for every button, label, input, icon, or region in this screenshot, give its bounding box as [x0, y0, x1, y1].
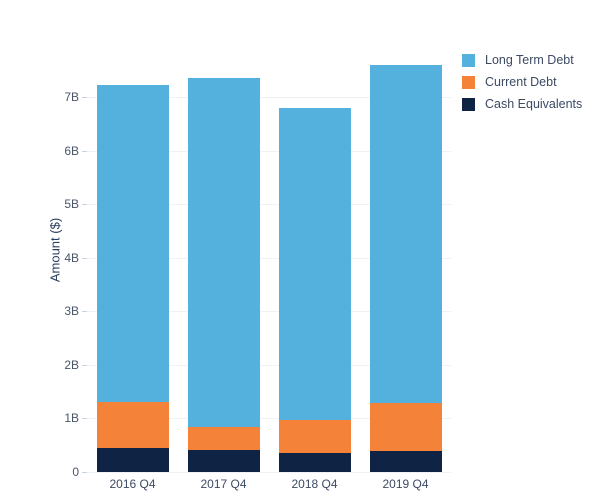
- chart-legend[interactable]: Long Term Debt Current Debt Cash Equivalen…: [462, 50, 598, 116]
- y-axis-tick-mark: [82, 311, 87, 313]
- y-axis-tick-mark: [82, 257, 87, 259]
- bar-segment-cash-equivalents[interactable]: [278, 452, 351, 472]
- gridline: [87, 150, 451, 152]
- bar-segment-current-debt[interactable]: [369, 403, 442, 451]
- chart-title: [0, 0, 450, 2]
- gridline: [87, 364, 451, 366]
- legend-item-label: Current Debt: [485, 75, 557, 89]
- x-axis-tick-label: 2016 Q4: [109, 477, 156, 491]
- y-axis-tick-label: 5B: [64, 197, 79, 212]
- legend-swatch-icon: [462, 53, 475, 67]
- y-axis-tick-label: 3B: [64, 304, 79, 319]
- x-axis-tick-label: 2018 Q4: [291, 477, 338, 491]
- bar-segment-long-term-debt[interactable]: [96, 85, 169, 403]
- bar-segment-current-debt[interactable]: [187, 426, 260, 450]
- gridline: [87, 418, 451, 420]
- bar-segment-current-debt[interactable]: [278, 419, 351, 453]
- y-axis-title: Amount ($): [47, 217, 63, 283]
- bar-group[interactable]: [96, 60, 169, 472]
- legend-swatch-icon: [462, 97, 475, 111]
- bar-group[interactable]: [278, 60, 351, 472]
- plot-area: [87, 60, 451, 473]
- gridline: [87, 472, 451, 473]
- gridline: [87, 311, 451, 313]
- bar-segment-long-term-debt[interactable]: [278, 107, 351, 420]
- x-axis-tick-label: 2019 Q4: [382, 477, 429, 491]
- y-axis-tick-label: 4B: [64, 250, 79, 265]
- y-axis-tick-mark: [82, 150, 87, 152]
- y-axis-tick-label: 7B: [64, 90, 79, 105]
- y-axis-tick-mark: [82, 418, 87, 420]
- y-axis-tick-label: 0: [72, 465, 79, 479]
- legend-item[interactable]: Long Term Debt: [462, 50, 598, 70]
- y-axis-tick-label: 6B: [64, 143, 79, 158]
- gridline: [87, 204, 451, 206]
- y-axis-tick-mark: [82, 364, 87, 366]
- bar-group[interactable]: [187, 60, 260, 472]
- bar-segment-cash-equivalents[interactable]: [369, 450, 442, 472]
- y-axis-tick-mark: [82, 472, 87, 473]
- y-axis-tick-mark: [82, 97, 87, 99]
- gridline: [87, 97, 451, 99]
- y-axis-tick-label: 2B: [64, 357, 79, 372]
- x-axis-tick-label: 2017 Q4: [200, 477, 247, 491]
- gridline: [87, 257, 451, 259]
- legend-item-label: Cash Equivalents: [485, 97, 583, 111]
- legend-item-label: Long Term Debt: [485, 53, 574, 67]
- bar-segment-cash-equivalents[interactable]: [96, 447, 169, 472]
- bar-segment-cash-equivalents[interactable]: [187, 449, 260, 472]
- legend-swatch-icon: [462, 75, 475, 89]
- bar-segment-long-term-debt[interactable]: [187, 78, 260, 427]
- bar-segment-current-debt[interactable]: [96, 402, 169, 448]
- y-axis-tick-mark: [82, 204, 87, 206]
- bar-group[interactable]: [369, 60, 442, 472]
- legend-item[interactable]: Current Debt: [462, 72, 598, 92]
- bar-segment-long-term-debt[interactable]: [369, 65, 442, 403]
- legend-item[interactable]: Cash Equivalents: [462, 94, 598, 114]
- y-axis-tick-label: 1B: [64, 411, 79, 426]
